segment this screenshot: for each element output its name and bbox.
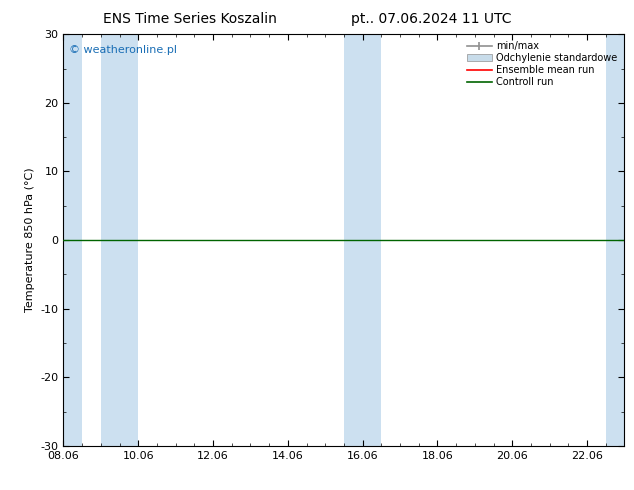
Text: pt.. 07.06.2024 11 UTC: pt.. 07.06.2024 11 UTC xyxy=(351,12,512,26)
Y-axis label: Temperature 850 hPa (°C): Temperature 850 hPa (°C) xyxy=(25,168,35,313)
Text: ENS Time Series Koszalin: ENS Time Series Koszalin xyxy=(103,12,277,26)
Bar xyxy=(63,34,82,446)
Legend: min/max, Odchylenie standardowe, Ensemble mean run, Controll run: min/max, Odchylenie standardowe, Ensembl… xyxy=(463,37,621,91)
Bar xyxy=(605,34,624,446)
Text: © weatheronline.pl: © weatheronline.pl xyxy=(69,45,177,54)
Bar xyxy=(101,34,138,446)
Bar xyxy=(344,34,382,446)
